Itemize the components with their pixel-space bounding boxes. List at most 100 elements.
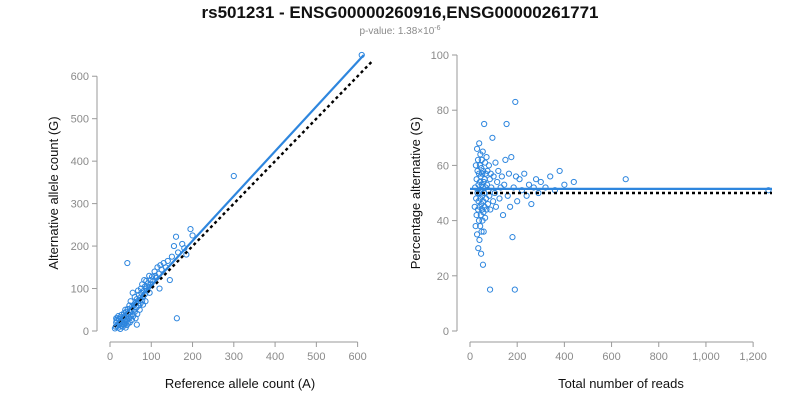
data-point <box>472 162 479 169</box>
data-point <box>494 178 501 186</box>
right-x-tick-label: 0 <box>467 351 473 363</box>
left-reference-line <box>113 60 373 328</box>
data-point <box>512 173 520 180</box>
data-point <box>479 261 487 268</box>
data-point <box>481 189 488 197</box>
data-point <box>487 206 494 213</box>
data-point <box>483 206 490 213</box>
data-point <box>765 187 772 194</box>
left-y-tick-label: 100 <box>71 284 89 296</box>
allele-count-scatter-panel: 0 100 200 300 400 500 600 0 100 200 300 400 500 600 Re… <box>46 51 373 391</box>
left-x-axis-label: Reference allele count (A) <box>165 376 315 391</box>
data-point <box>503 120 510 128</box>
data-point <box>535 189 542 197</box>
data-point <box>514 198 521 205</box>
data-point <box>525 181 533 188</box>
data-point <box>507 203 514 210</box>
data-point <box>475 245 482 252</box>
data-point <box>113 315 120 322</box>
data-point <box>508 154 515 161</box>
data-point <box>511 286 518 293</box>
right-x-tick-label: 1,200 <box>739 351 767 363</box>
right-data-points <box>471 98 772 293</box>
data-point <box>480 228 487 235</box>
data-point <box>488 184 495 191</box>
left-y-tick-label: 200 <box>71 241 89 253</box>
data-point <box>473 211 480 219</box>
data-point <box>537 178 544 186</box>
right-x-tick-label: 400 <box>555 351 573 363</box>
data-point <box>479 170 486 177</box>
data-point <box>172 233 180 240</box>
data-point <box>490 198 497 205</box>
data-point <box>146 272 153 279</box>
data-point <box>482 214 489 221</box>
left-x-axis: 0 100 200 300 400 500 600 <box>107 341 367 363</box>
data-point <box>476 140 483 147</box>
data-point <box>156 285 163 292</box>
data-point <box>498 173 505 180</box>
data-point <box>516 176 523 183</box>
data-point <box>473 145 481 152</box>
data-point <box>547 173 554 180</box>
data-point <box>495 167 502 175</box>
left-x-tick-label: 0 <box>107 351 113 363</box>
data-point <box>489 134 496 141</box>
left-y-tick-label: 500 <box>71 114 89 126</box>
data-point <box>170 242 178 250</box>
data-point <box>528 200 535 208</box>
data-point <box>501 181 508 188</box>
data-point <box>164 257 171 265</box>
data-point <box>483 181 491 188</box>
data-point <box>148 273 156 280</box>
data-point <box>128 316 135 324</box>
right-x-tick-label: 800 <box>650 351 668 363</box>
data-point <box>502 156 509 163</box>
right-y-tick-label: 100 <box>431 50 449 62</box>
data-point <box>166 276 173 284</box>
data-point <box>133 321 140 328</box>
right-x-tick-label: 1,000 <box>692 351 720 363</box>
data-point <box>473 231 481 238</box>
chart-title: rs501231 - ENSG00000260916,ENSG000002617… <box>202 3 599 22</box>
data-point <box>499 211 507 219</box>
data-point <box>471 203 478 210</box>
data-point <box>509 234 516 241</box>
left-x-tick-label: 200 <box>183 351 201 363</box>
data-point <box>483 154 490 161</box>
data-point <box>492 203 500 210</box>
data-point <box>121 321 128 328</box>
left-x-tick-label: 300 <box>225 351 243 363</box>
data-point <box>490 173 497 180</box>
data-point <box>230 172 237 180</box>
data-point <box>142 298 149 305</box>
data-point <box>124 259 131 267</box>
percentage-scatter-panel: 0 200 400 600 800 1,000 1,200 0 20 40 60 80 100 Total… <box>408 50 772 391</box>
data-point <box>570 178 577 186</box>
data-point <box>168 253 176 260</box>
data-point <box>492 159 499 166</box>
data-point <box>136 306 143 313</box>
right-y-tick-label: 60 <box>437 160 449 172</box>
data-point <box>532 176 540 183</box>
right-y-axis: 0 20 40 60 80 100 <box>431 50 458 338</box>
data-point <box>518 187 526 194</box>
data-point <box>485 162 492 169</box>
data-point <box>476 236 483 244</box>
left-y-tick-label: 400 <box>71 156 89 168</box>
left-y-tick-label: 600 <box>71 71 89 83</box>
data-point <box>173 315 180 322</box>
data-point <box>491 189 498 197</box>
data-point <box>479 148 486 155</box>
left-x-tick-label: 400 <box>266 351 284 363</box>
data-point <box>481 120 488 128</box>
left-x-tick-label: 600 <box>348 351 366 363</box>
right-y-tick-label: 80 <box>437 105 449 117</box>
data-point <box>475 217 483 224</box>
data-point <box>496 195 503 202</box>
p-value-subtitle: p-value: 1.38×10-6 <box>359 25 440 37</box>
right-x-axis-label: Total number of reads <box>558 376 684 391</box>
right-y-axis-label: Percentage alternative (G) <box>408 117 423 269</box>
right-x-tick-label: 200 <box>508 351 526 363</box>
